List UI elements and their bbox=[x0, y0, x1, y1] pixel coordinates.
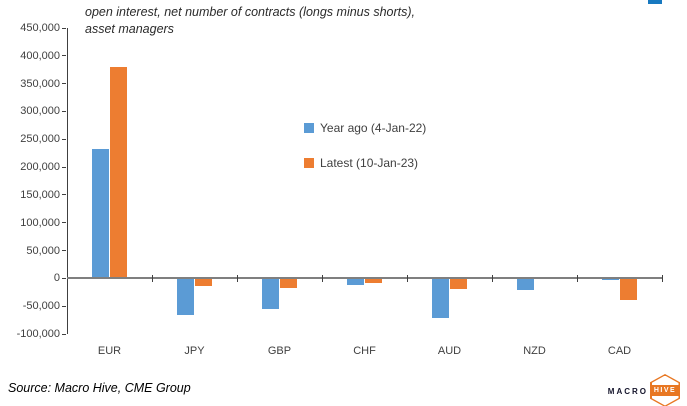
x-axis-category-tick bbox=[321, 274, 323, 282]
legend-label-latest: Latest (10-Jan-23) bbox=[320, 156, 419, 170]
y-axis-tick-label: 50,000 bbox=[26, 244, 60, 257]
y-axis-tick bbox=[62, 55, 66, 57]
bar-gbp-latest bbox=[280, 277, 297, 289]
legend-item-year-ago: Year ago (4-Jan-22) bbox=[304, 121, 426, 135]
category-label-cad: CAD bbox=[607, 345, 632, 357]
y-axis-tick-label: 400,000 bbox=[20, 49, 60, 62]
y-axis-tick bbox=[62, 250, 66, 252]
plot-area: 450,000 400,000 350,000 300,000 250,000 200,0… bbox=[16, 22, 663, 357]
legend-item-latest: Latest (10-Jan-23) bbox=[304, 156, 418, 170]
bar-jpy-year-ago bbox=[177, 277, 194, 316]
y-axis-line bbox=[67, 28, 68, 334]
x-axis-zero-line bbox=[67, 277, 662, 280]
bar-cad-latest bbox=[620, 277, 637, 301]
y-axis-tick bbox=[62, 194, 66, 196]
legend-marker-latest bbox=[304, 158, 314, 168]
legend-label-year-ago: Year ago (4-Jan-22) bbox=[320, 121, 427, 135]
bar-gbp-year-ago bbox=[262, 277, 279, 309]
category-label-nzd: NZD bbox=[523, 345, 546, 357]
y-axis-tick bbox=[62, 27, 66, 29]
y-axis-tick-label: 300,000 bbox=[20, 105, 60, 118]
bar-aud-latest bbox=[450, 277, 467, 290]
category-label-jpy: JPY bbox=[184, 345, 205, 357]
bar-eur-latest bbox=[110, 66, 127, 279]
x-axis-category-tick bbox=[406, 274, 408, 282]
y-axis-tick-label: 450,000 bbox=[20, 22, 60, 34]
y-axis-tick bbox=[62, 138, 66, 140]
chart-title: open interest, net number of contracts (… bbox=[85, 4, 415, 37]
y-axis-tick bbox=[62, 110, 66, 112]
bar-chf-year-ago bbox=[347, 277, 364, 285]
legend-marker-year-ago bbox=[304, 123, 314, 133]
y-axis-tick-label: -100,000 bbox=[16, 328, 60, 340]
y-axis-tick bbox=[62, 277, 66, 279]
category-label-eur: EUR bbox=[97, 345, 122, 357]
source-note: Source: Macro Hive, CME Group bbox=[8, 381, 191, 395]
logo-macro-text: MACRO bbox=[607, 387, 648, 396]
y-axis-tick-label: 150,000 bbox=[20, 188, 60, 201]
bar-nzd-year-ago bbox=[517, 277, 534, 290]
x-axis-category-tick bbox=[491, 274, 493, 282]
y-axis-tick-label: 350,000 bbox=[20, 77, 60, 90]
category-label-chf: CHF bbox=[353, 345, 376, 357]
chart-title-line2: asset managers bbox=[85, 21, 174, 36]
bar-jpy-latest bbox=[195, 277, 212, 287]
y-axis-tick bbox=[62, 333, 66, 335]
y-axis-tick bbox=[62, 83, 66, 85]
category-label-gbp: GBP bbox=[267, 345, 292, 357]
bar-chf-latest bbox=[365, 277, 382, 283]
category-label-aud: AUD bbox=[437, 345, 462, 357]
logo-hive-hexagon: HIVE bbox=[650, 374, 680, 406]
y-axis-tick-label: 100,000 bbox=[20, 216, 60, 229]
x-axis-category-tick bbox=[236, 274, 238, 282]
bar-aud-year-ago bbox=[432, 277, 449, 318]
y-axis-tick-label: -50,000 bbox=[22, 300, 60, 313]
x-axis-category-tick bbox=[661, 274, 663, 282]
cropped-icon-artifact bbox=[648, 0, 662, 4]
bar-eur-year-ago bbox=[92, 148, 109, 279]
x-axis-category-tick bbox=[576, 274, 578, 282]
y-axis-tick-label: 200,000 bbox=[20, 161, 60, 174]
y-axis-tick bbox=[62, 166, 66, 168]
y-axis-tick-label: 250,000 bbox=[20, 133, 60, 146]
x-axis-category-tick bbox=[151, 274, 153, 282]
y-axis-tick bbox=[62, 305, 66, 307]
y-axis-tick bbox=[62, 222, 66, 224]
y-axis-tick-label: 0 bbox=[53, 272, 60, 285]
logo-hive-text: HIVE bbox=[650, 385, 680, 396]
chart-title-line1: open interest, net number of contracts (… bbox=[85, 5, 416, 19]
